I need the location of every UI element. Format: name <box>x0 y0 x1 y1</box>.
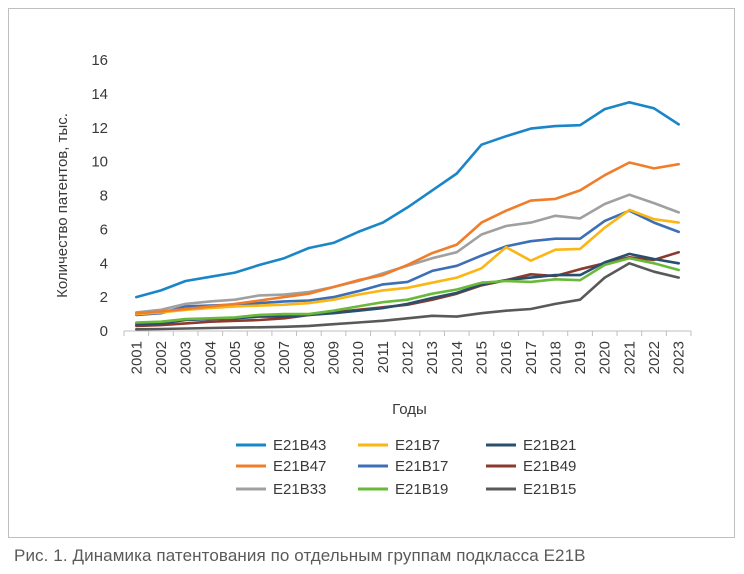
x-tick-label: 2001 <box>128 341 145 374</box>
y-tick-label: 16 <box>91 52 108 69</box>
x-tick-label: 2011 <box>375 341 392 373</box>
x-tick-label: 2002 <box>153 341 170 374</box>
x-tick-label: 2009 <box>326 341 343 374</box>
legend-label-e21b7: E21B7 <box>395 437 440 454</box>
x-tick-label: 2016 <box>498 341 515 374</box>
chart-legend: E21B43 E21B7 E21B21 E21B47 E21B17 E21B49 E21B3… <box>236 437 576 498</box>
y-tick-label: 0 <box>100 323 108 340</box>
x-tick-label: 2021 <box>621 341 638 374</box>
legend-label-e21b47: E21B47 <box>273 458 326 475</box>
series-line-e21b19 <box>135 256 681 324</box>
series-line-e21b7 <box>135 208 681 316</box>
figure-caption: Рис. 1. Динамика патентования по отдельн… <box>14 546 586 565</box>
x-tick-label: 2022 <box>646 341 663 374</box>
legend-label-e21b43: E21B43 <box>273 437 326 454</box>
legend-label-e21b33: E21B33 <box>273 481 326 498</box>
x-tick-label: 2007 <box>276 341 293 374</box>
y-axis-title: Количество патентов, тыс. <box>54 113 71 298</box>
legend-label-e21b49: E21B49 <box>523 458 576 475</box>
x-tick-label: 2006 <box>252 341 269 374</box>
x-tick-label: 2023 <box>671 341 688 374</box>
y-tick-label: 2 <box>100 289 108 306</box>
chart-series <box>135 101 681 331</box>
x-tick-label: 2004 <box>202 341 219 374</box>
series-line-e21b33 <box>135 193 681 314</box>
legend-label-e21b15: E21B15 <box>523 481 576 498</box>
x-tick-label: 2015 <box>473 341 490 374</box>
y-tick-label: 4 <box>100 255 108 272</box>
x-tick-label: 2017 <box>523 341 540 374</box>
x-tick-label: 2019 <box>572 341 589 374</box>
line-chart: 0 2 4 6 8 10 12 14 16 2001 2002 2003 2004 2005 2006 200… <box>54 52 692 498</box>
x-tick-label: 2012 <box>400 341 417 374</box>
x-tick-label: 2014 <box>449 341 466 374</box>
x-tick-label: 2003 <box>178 341 195 374</box>
y-tick-label: 14 <box>91 86 108 103</box>
y-tick-label: 12 <box>91 120 108 137</box>
series-line-e21b47 <box>135 161 681 315</box>
legend-label-e21b19: E21B19 <box>395 481 448 498</box>
x-axis-title: Годы <box>392 401 427 418</box>
chart-axes: 0 2 4 6 8 10 12 14 16 2001 2002 2003 2004 2005 2006 200… <box>54 52 692 418</box>
y-tick-label: 10 <box>91 154 108 171</box>
legend-label-e21b21: E21B21 <box>523 437 576 454</box>
legend-label-e21b17: E21B17 <box>395 458 448 475</box>
x-tick-label: 2018 <box>547 341 564 374</box>
series-line-e21b43 <box>135 101 681 299</box>
y-tick-label: 6 <box>100 221 108 238</box>
x-tick-label: 2005 <box>227 341 244 374</box>
x-tick-label: 2013 <box>424 341 441 374</box>
chart-frame: 0 2 4 6 8 10 12 14 16 2001 2002 2003 2004 2005 2006 200… <box>8 8 735 538</box>
y-tick-label: 8 <box>100 188 108 205</box>
series-line-e21b15 <box>135 262 681 331</box>
x-tick-label: 2020 <box>597 341 614 374</box>
x-tick-label: 2008 <box>301 341 318 374</box>
x-tick-label: 2010 <box>350 341 367 374</box>
